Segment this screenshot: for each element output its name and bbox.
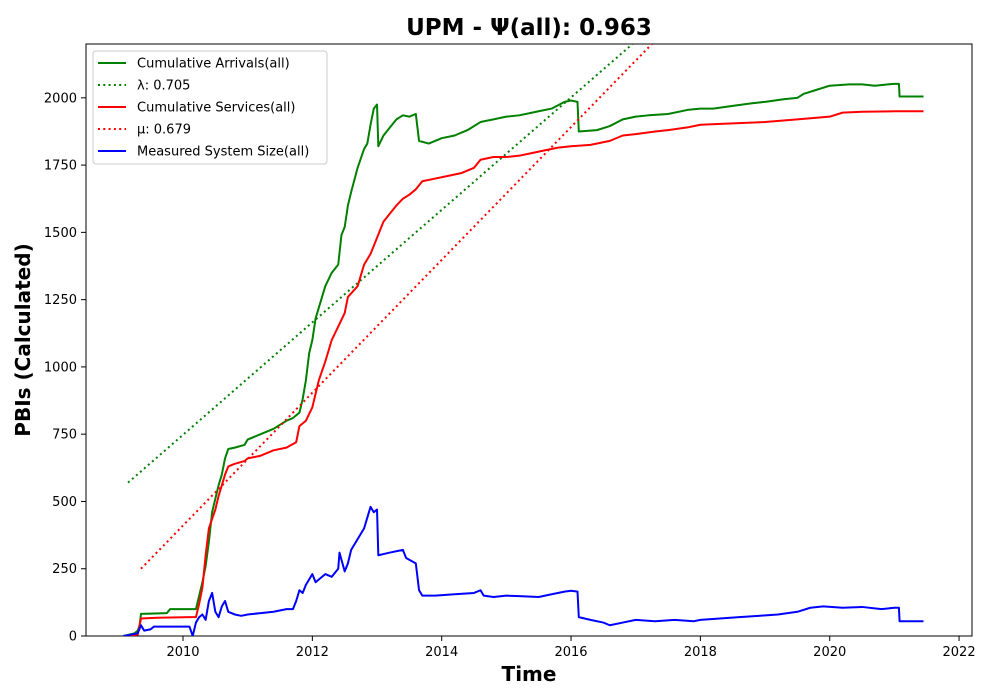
y-axis: 0 250 500 750 1000 1250 1500 1750 2000 <box>44 91 86 645</box>
y-axis-title: PBIs (Calculated) <box>11 243 35 436</box>
y-tick-label: 1000 <box>44 360 77 375</box>
legend-box <box>92 50 328 165</box>
series-layer <box>123 44 924 636</box>
y-tick-label: 0 <box>69 630 77 645</box>
x-tick-label: 2022 <box>943 645 976 660</box>
legend-label-3: Cumulative Services(all) <box>137 101 295 116</box>
y-tick-label: 2000 <box>44 91 77 106</box>
x-tick-label: 2016 <box>554 645 587 660</box>
legend-label-2: λ: 0.705 <box>137 79 190 94</box>
x-tick-label: 2018 <box>684 645 717 660</box>
y-tick-label: 1250 <box>44 293 77 308</box>
x-tick-label: 2010 <box>166 645 199 660</box>
x-tick-label: 2020 <box>813 645 846 660</box>
y-tick-label: 500 <box>52 495 77 510</box>
y-tick-label: 1500 <box>44 226 77 241</box>
legend: Cumulative Arrivals(all) λ: 0.705 Cumulati… <box>92 50 328 165</box>
legend-label-4: μ: 0.679 <box>137 123 191 138</box>
series-line-5 <box>123 505 924 636</box>
y-tick-label: 250 <box>52 562 77 577</box>
x-axis: 2010 2012 2014 2016 2018 2020 2022 <box>166 636 976 660</box>
x-tick-label: 2012 <box>296 645 329 660</box>
x-tick-label: 2014 <box>425 645 458 660</box>
chart-title: UPM - Ψ(all): 0.963 <box>406 15 652 41</box>
y-tick-label: 750 <box>52 428 77 443</box>
series-line-2 <box>127 44 634 484</box>
legend-label-1: Cumulative Arrivals(all) <box>137 57 290 72</box>
series-line-4 <box>140 44 653 570</box>
x-axis-title: Time <box>502 662 557 686</box>
legend-label-5: Measured System Size(all) <box>137 145 309 160</box>
y-tick-label: 1750 <box>44 159 77 174</box>
series-line-3 <box>123 110 924 636</box>
